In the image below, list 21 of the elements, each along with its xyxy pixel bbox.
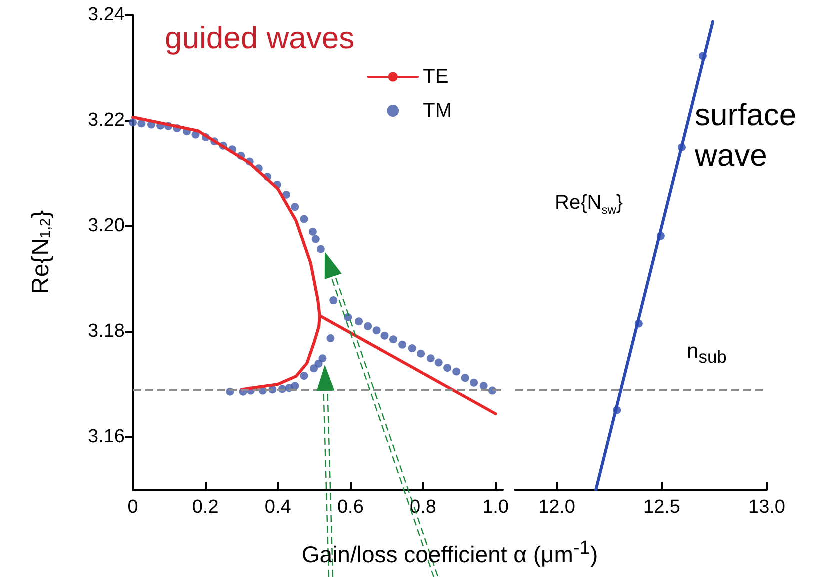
x-axis-title: Gain/loss coefficient α (μm$^{-1}$) <box>300 538 600 569</box>
y-axis-title: Re{N1,2} <box>28 210 54 295</box>
y-tick-label: 3.24 <box>88 4 126 26</box>
x-tick-label: 12.0 <box>538 497 576 518</box>
legend-label: TM <box>423 100 452 122</box>
y-tick-label: 3.22 <box>88 110 125 132</box>
x-tick-label: 13.0 <box>748 497 786 518</box>
x-tick-label: 0 <box>128 497 138 518</box>
x-tick-label: 0.6 <box>337 497 364 518</box>
x-tick-label: 0.4 <box>264 497 292 518</box>
ref-line-label: n$_{sub}$ <box>687 340 727 368</box>
y-tick-label: 3.16 <box>88 426 125 448</box>
y-tick-label: 3.20 <box>88 216 125 237</box>
x-tick-label: 12.5 <box>644 497 680 518</box>
x-tick-label: 1.0 <box>482 497 510 518</box>
annotation: surface wave <box>694 98 806 173</box>
y-tick-label: 3.18 <box>88 321 125 342</box>
x-tick-label: 0.2 <box>192 497 219 518</box>
legend-label: TE <box>423 66 449 88</box>
annotation: guided waves <box>165 20 355 56</box>
x-tick-label: 0.8 <box>410 497 436 518</box>
